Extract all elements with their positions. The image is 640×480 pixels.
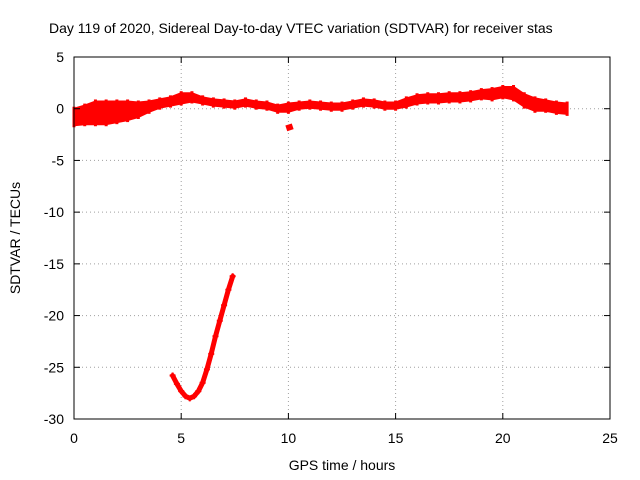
- dip-point: [173, 380, 180, 387]
- y-tick-label: -5: [52, 152, 65, 168]
- x-axis-title: GPS time / hours: [289, 457, 396, 473]
- dip-point: [216, 317, 223, 324]
- x-tick-label: 10: [281, 430, 297, 446]
- y-tick-label: -15: [44, 256, 64, 272]
- x-tick-label: 25: [602, 430, 618, 446]
- dip-point: [186, 395, 193, 402]
- y-tick-label: -20: [44, 308, 64, 324]
- y-tick-label: -10: [44, 204, 64, 220]
- x-tick-label: 5: [177, 430, 185, 446]
- dip-point: [212, 333, 219, 340]
- dip-point: [191, 393, 198, 400]
- dip-point: [221, 302, 228, 309]
- data-series: [72, 84, 569, 402]
- dip-point: [178, 388, 185, 395]
- axis-ticks: 0 5 10 15 20 25 -30 -25 -20 -15 -10 -5 0 5: [44, 49, 618, 446]
- x-tick-label: 20: [495, 430, 511, 446]
- plot-frame: [73, 56, 611, 420]
- dip-point: [169, 372, 176, 379]
- dip-point: [182, 393, 189, 400]
- y-tick-label: -30: [44, 411, 64, 427]
- y-tick-label: 0: [56, 101, 64, 117]
- dip-point: [229, 273, 236, 280]
- x-tick-label: 15: [388, 430, 404, 446]
- y-tick-label: 5: [56, 49, 64, 65]
- y-axis-title: SDTVAR / TECUs: [7, 182, 23, 294]
- chart-title: Day 119 of 2020, Sidereal Day-to-day VTE…: [49, 20, 553, 36]
- dip-point: [199, 379, 206, 386]
- x-tick-label: 0: [70, 430, 78, 446]
- dip-point: [208, 350, 215, 357]
- y-tick-label: -25: [44, 359, 64, 375]
- series-fragment: [285, 123, 294, 132]
- dip-point: [203, 366, 210, 373]
- dip-point: [225, 286, 232, 293]
- dip-point: [195, 388, 202, 395]
